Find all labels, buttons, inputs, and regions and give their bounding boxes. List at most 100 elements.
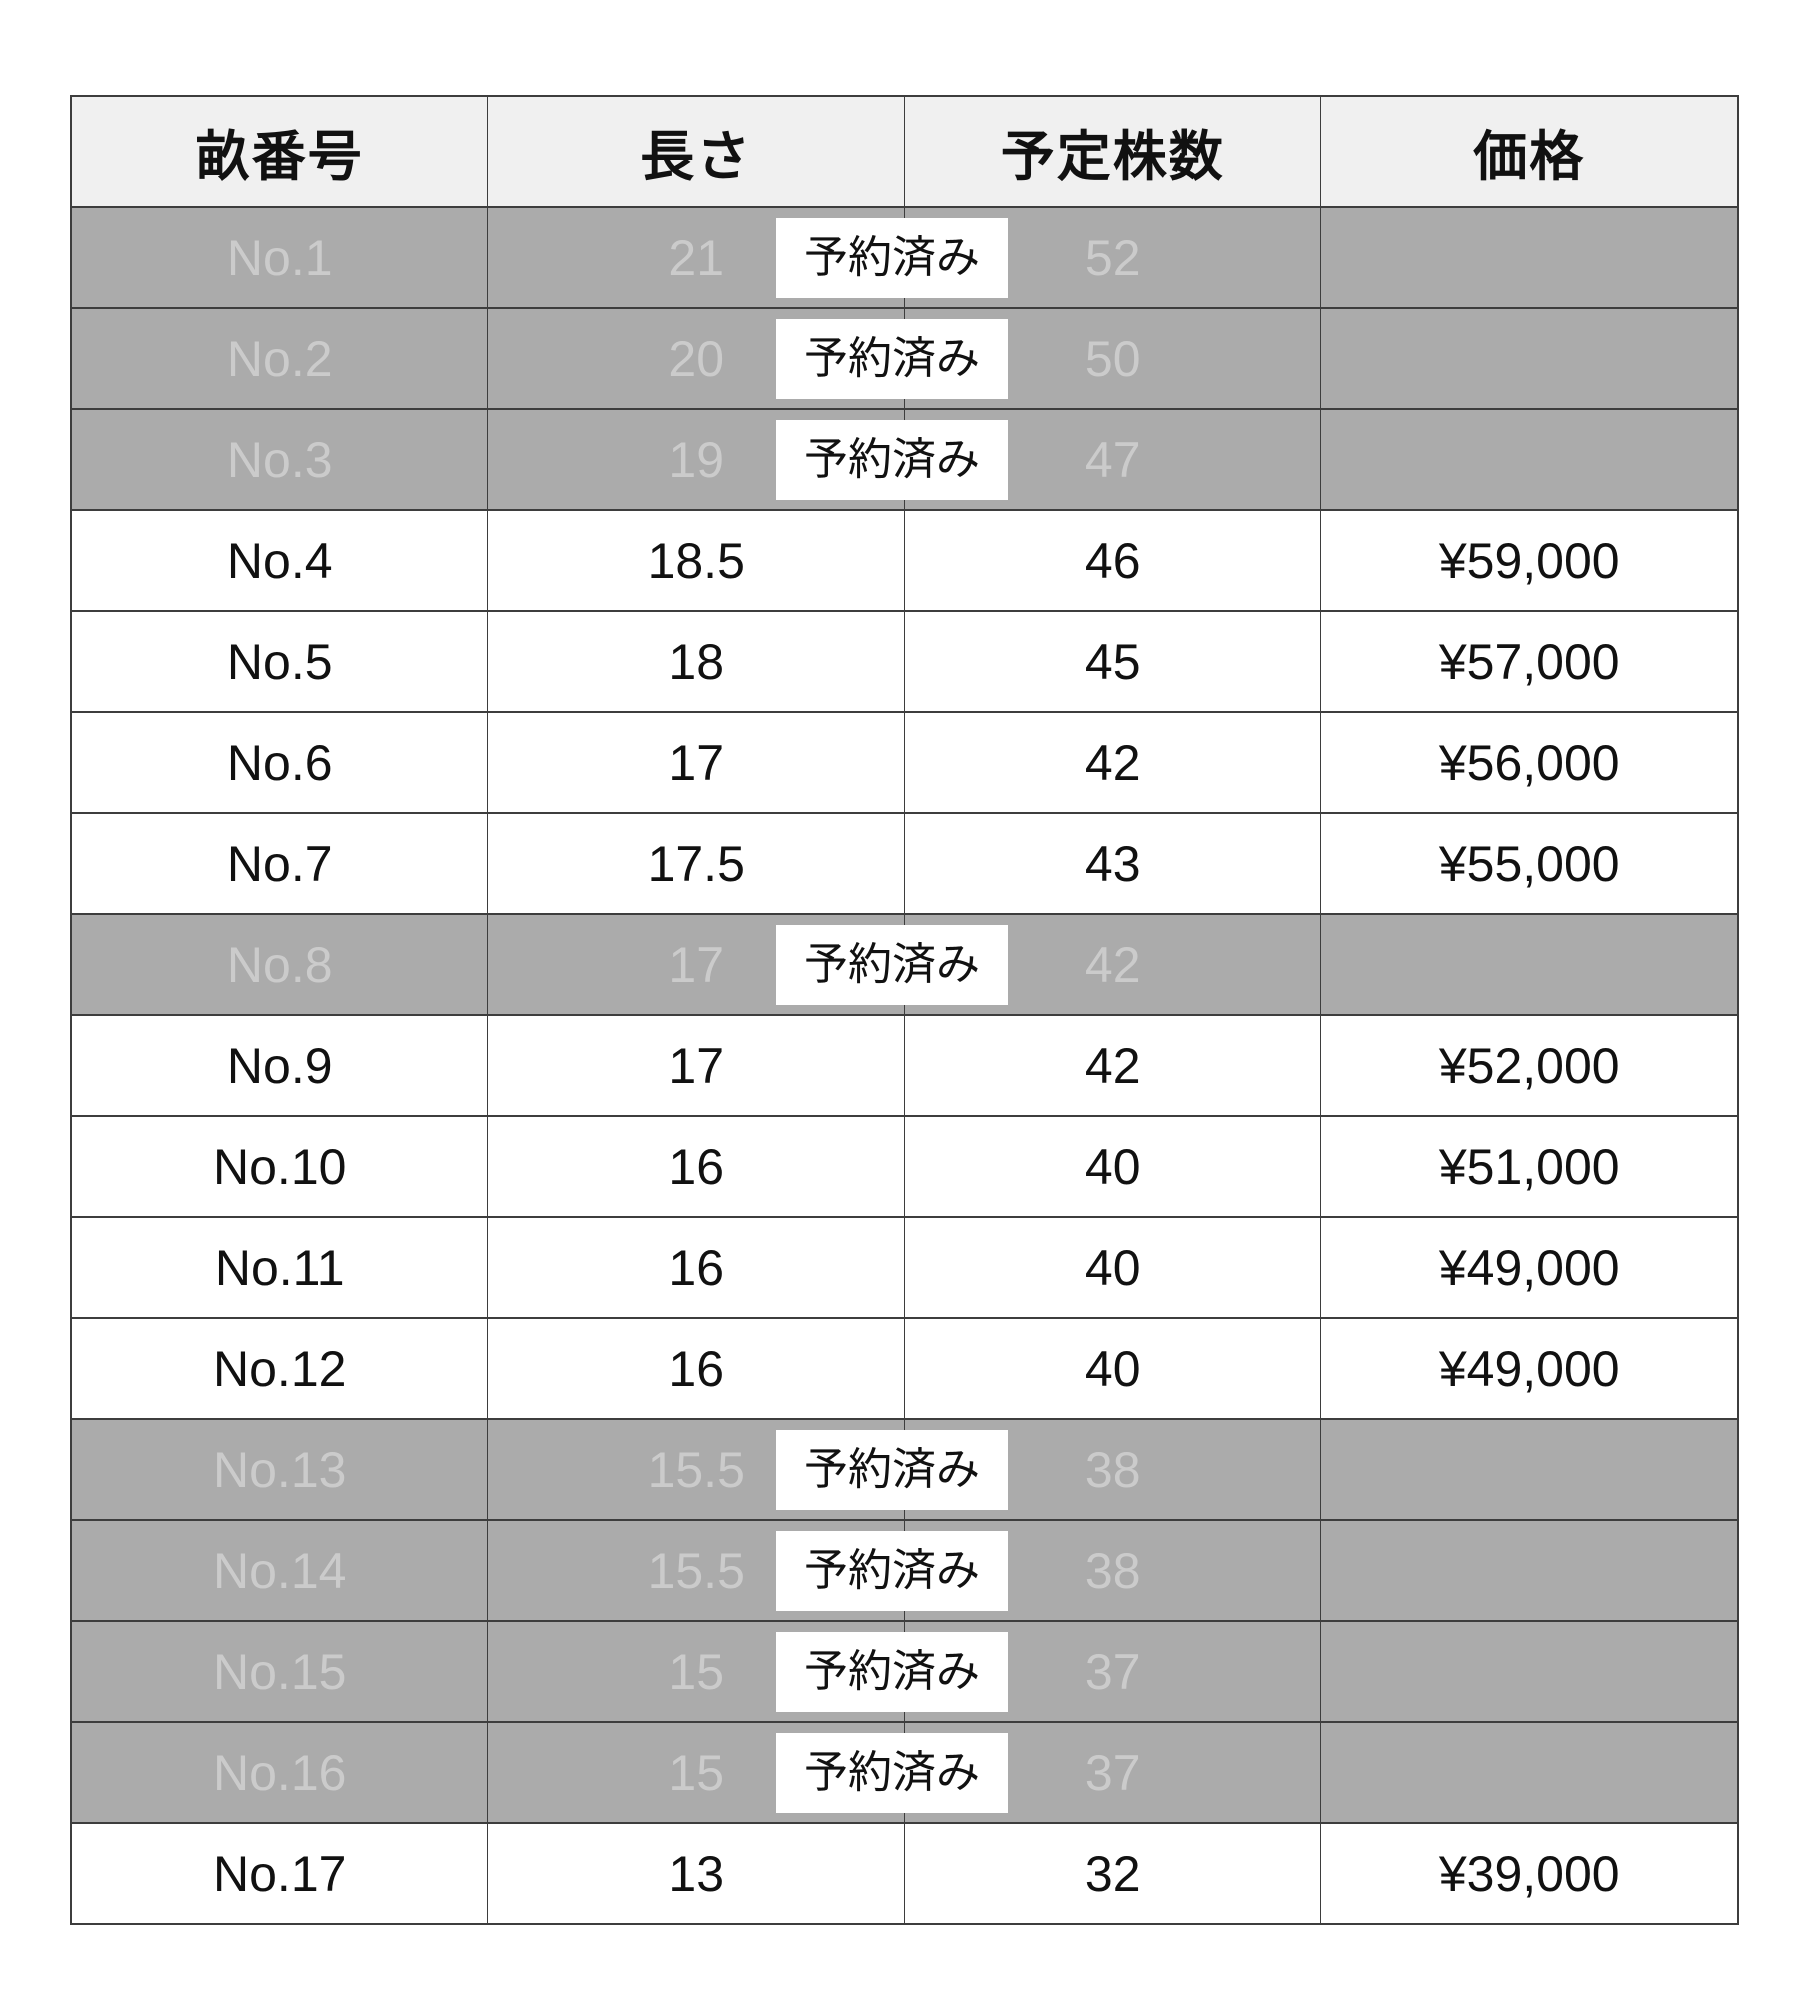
length-value: 15: [668, 1643, 725, 1700]
price-cell: ¥39,000: [1320, 1822, 1739, 1925]
planned-stocks-cell: 40: [903, 1317, 1322, 1420]
price-cell: [1320, 1519, 1739, 1622]
ridge-number-cell: No.14: [70, 1519, 489, 1622]
reserved-badge: 予約済み: [775, 1530, 1008, 1611]
planned-stocks-cell: 32: [903, 1822, 1322, 1925]
length-cell: 18.5: [487, 509, 905, 612]
price-cell: ¥57,000: [1320, 610, 1739, 713]
length-cell: 15.5 予約済み: [487, 1519, 1008, 1622]
price-cell: ¥49,000: [1320, 1317, 1739, 1420]
ridge-number-cell: No.11: [70, 1216, 489, 1319]
table-row: No.16 15 予約済み 37: [70, 1721, 1739, 1824]
length-value: 16: [668, 1239, 725, 1296]
price-cell: ¥52,000: [1320, 1014, 1739, 1117]
price-cell: ¥59,000: [1320, 509, 1739, 612]
ridge-number-cell: No.7: [70, 812, 489, 915]
length-cell: 18: [487, 610, 905, 713]
ridge-number-cell: No.12: [70, 1317, 489, 1420]
ridge-number-cell: No.16: [70, 1721, 489, 1824]
length-cell: 16: [487, 1216, 905, 1319]
table-body: No.1 21 予約済み 52 No.2 20 予約済み 50 No.3 19 …: [70, 206, 1739, 1925]
ridge-number-cell: No.5: [70, 610, 489, 713]
price-cell: ¥55,000: [1320, 812, 1739, 915]
planned-stocks-cell: 40: [903, 1115, 1322, 1218]
length-cell: 19 予約済み: [487, 408, 1008, 511]
ridge-number-cell: No.10: [70, 1115, 489, 1218]
price-cell: ¥51,000: [1320, 1115, 1739, 1218]
table-row: No.15 15 予約済み 37: [70, 1620, 1739, 1723]
planned-stocks-cell: 46: [903, 509, 1322, 612]
price-cell: [1320, 408, 1739, 511]
length-cell: 15 予約済み: [487, 1721, 1008, 1824]
price-cell: [1320, 1418, 1739, 1521]
length-cell: 15.5 予約済み: [487, 1418, 1008, 1521]
table-row: No.17 13 32 ¥39,000: [70, 1822, 1739, 1925]
table-row: No.3 19 予約済み 47: [70, 408, 1739, 511]
table-row: No.12 16 40 ¥49,000: [70, 1317, 1739, 1420]
length-value: 16: [668, 1138, 725, 1195]
planned-stocks-cell: 42: [903, 913, 1322, 1016]
length-value: 15: [668, 1744, 725, 1801]
col-header-length: 長さ: [487, 95, 905, 208]
length-value: 20: [668, 330, 725, 387]
table-row: No.6 17 42 ¥56,000: [70, 711, 1739, 814]
reserved-badge: 予約済み: [775, 318, 1008, 399]
col-header-ridge-number: 畝番号: [70, 95, 489, 208]
price-cell: ¥56,000: [1320, 711, 1739, 814]
table-row: No.1 21 予約済み 52: [70, 206, 1739, 309]
ridge-number-cell: No.8: [70, 913, 489, 1016]
reserved-badge: 予約済み: [775, 419, 1008, 500]
length-value: 16: [668, 1340, 725, 1397]
planned-stocks-cell: 43: [903, 812, 1322, 915]
ridge-number-cell: No.4: [70, 509, 489, 612]
length-value: 17: [668, 936, 725, 993]
length-value: 15.5: [647, 1542, 745, 1599]
length-value: 13: [668, 1845, 725, 1902]
table-row: No.4 18.5 46 ¥59,000: [70, 509, 1739, 612]
length-cell: 16: [487, 1317, 905, 1420]
price-cell: [1320, 1620, 1739, 1723]
ridge-number-cell: No.3: [70, 408, 489, 511]
reserved-badge: 予約済み: [775, 924, 1008, 1005]
table-row: No.13 15.5 予約済み 38: [70, 1418, 1739, 1521]
length-value: 17: [668, 1037, 725, 1094]
header-row: 畝番号 長さ 予定株数 価格: [70, 95, 1739, 208]
price-cell: [1320, 913, 1739, 1016]
price-cell: [1320, 307, 1739, 410]
reserved-badge: 予約済み: [775, 1429, 1008, 1510]
table-row: No.11 16 40 ¥49,000: [70, 1216, 1739, 1319]
ridge-number-cell: No.2: [70, 307, 489, 410]
table-row: No.5 18 45 ¥57,000: [70, 610, 1739, 713]
length-cell: 13: [487, 1822, 905, 1925]
col-header-price: 価格: [1320, 95, 1739, 208]
ridge-number-cell: No.1: [70, 206, 489, 309]
ridge-number-cell: No.13: [70, 1418, 489, 1521]
col-header-planned-stocks: 予定株数: [903, 95, 1322, 208]
length-value: 18: [668, 633, 725, 690]
length-cell: 17: [487, 1014, 905, 1117]
length-cell: 15 予約済み: [487, 1620, 1008, 1723]
ridge-number-cell: No.15: [70, 1620, 489, 1723]
planned-stocks-cell: 42: [903, 711, 1322, 814]
length-cell: 16: [487, 1115, 905, 1218]
price-cell: [1320, 1721, 1739, 1824]
ridge-number-cell: No.17: [70, 1822, 489, 1925]
ridge-number-cell: No.6: [70, 711, 489, 814]
table-header: 畝番号 長さ 予定株数 価格: [70, 95, 1739, 208]
length-cell: 21 予約済み: [487, 206, 1008, 309]
reserved-badge: 予約済み: [775, 1631, 1008, 1712]
length-value: 17: [668, 734, 725, 791]
ridge-number-cell: No.9: [70, 1014, 489, 1117]
length-cell: 20 予約済み: [487, 307, 1008, 410]
table-row: No.10 16 40 ¥51,000: [70, 1115, 1739, 1218]
table-row: No.7 17.5 43 ¥55,000: [70, 812, 1739, 915]
table-row: No.8 17 予約済み 42: [70, 913, 1739, 1016]
length-cell: 17: [487, 711, 905, 814]
table-row: No.9 17 42 ¥52,000: [70, 1014, 1739, 1117]
reserved-badge: 予約済み: [775, 217, 1008, 298]
length-value: 17.5: [647, 835, 745, 892]
length-cell: 17 予約済み: [487, 913, 1008, 1016]
length-value: 21: [668, 229, 725, 286]
length-value: 15.5: [647, 1441, 745, 1498]
